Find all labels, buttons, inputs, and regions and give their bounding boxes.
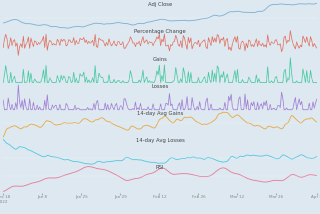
Text: Adj Close: Adj Close [148,2,172,7]
Text: RSI: RSI [156,165,164,170]
Text: Gains: Gains [153,56,167,62]
Text: Losses: Losses [151,84,169,89]
Text: 14-day Avg Gains: 14-day Avg Gains [137,111,183,116]
Text: Percentage Change: Percentage Change [134,29,186,34]
Text: 14-day Avg Losses: 14-day Avg Losses [136,138,184,143]
